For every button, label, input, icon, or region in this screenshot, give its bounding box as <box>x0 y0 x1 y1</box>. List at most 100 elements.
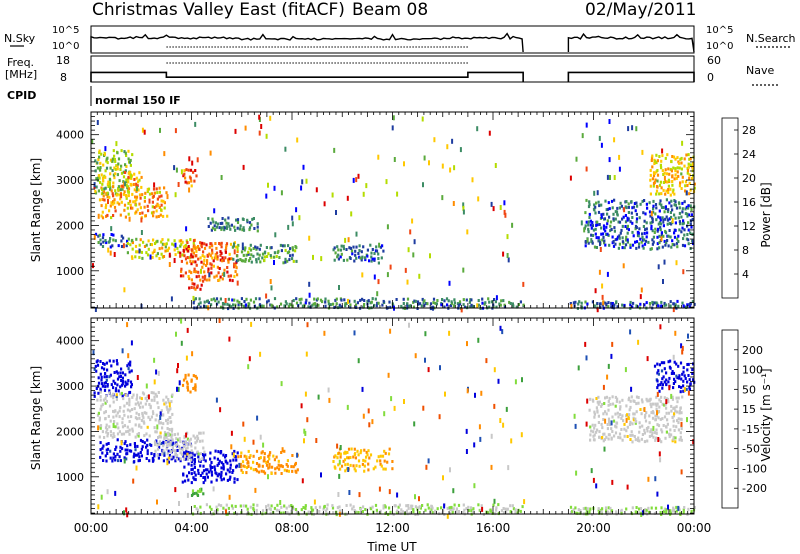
scatter-cell-1124 <box>674 303 677 307</box>
figure-title: Christmas Valley East (fitACF) <box>92 0 345 20</box>
scatter-cell-1742 <box>662 218 665 224</box>
scatter-cell-656 <box>239 465 242 469</box>
scatter-cell-1142 <box>638 507 641 511</box>
scatter-cell-1351 <box>620 416 623 420</box>
scatter-cell-1651 <box>362 413 365 419</box>
scatter-cell-654 <box>237 455 240 459</box>
scatter-cell-1285 <box>597 421 600 424</box>
scatter-cell-142 <box>110 216 113 220</box>
scatter-cell-968 <box>421 297 424 301</box>
scatter-cell-58 <box>113 176 116 180</box>
scatter-cell-1368 <box>627 415 630 419</box>
scatter-cell-1085 <box>514 511 517 515</box>
scatter-cell-1126 <box>609 511 612 515</box>
scatter-cell-354 <box>138 455 141 459</box>
scatter-cell-502 <box>224 248 227 252</box>
scatter-cell-1594 <box>680 230 683 234</box>
scatter-cell-329 <box>125 457 128 461</box>
scatter-cell-1295 <box>591 234 595 237</box>
scatter-cell-1452 <box>654 402 657 406</box>
scatter-cell-586 <box>237 243 240 247</box>
scatter-cell-1503 <box>670 404 673 408</box>
scatter-cell-24 <box>100 152 103 156</box>
scatter-cell-518 <box>229 242 233 246</box>
scatter-cell-1371 <box>614 217 617 221</box>
scatter-cell-723 <box>280 472 283 475</box>
scatter-cell-561 <box>161 452 164 456</box>
scatter-cell-1582 <box>647 476 650 482</box>
scatter-cell-494 <box>221 256 224 260</box>
scatter-cell-1098 <box>577 508 580 512</box>
scatter-cell-265 <box>102 240 105 244</box>
scatter-cell-588 <box>239 258 242 261</box>
scatter-cell-1039 <box>450 505 453 509</box>
scatter-cell-584 <box>174 449 177 453</box>
scatter-cell-565 <box>165 447 168 451</box>
scatter-cell-608 <box>183 434 186 438</box>
scatter-cell-1635 <box>691 217 694 221</box>
scatter-cell-1391 <box>633 435 636 438</box>
scatter-cell-718 <box>256 222 259 226</box>
scatter-cell-892 <box>329 303 332 307</box>
scatter-cell-1231 <box>678 374 681 378</box>
scatter-cell-497 <box>213 456 216 460</box>
scatter-cell-1497 <box>654 227 657 231</box>
scatter-cell-262 <box>163 431 167 435</box>
scatter-cell-324 <box>155 254 158 258</box>
scatter-cell-179 <box>130 415 133 419</box>
scatter-cell-1184 <box>693 506 696 509</box>
colorbar-tick-label-6: 28 <box>742 124 756 137</box>
scatter-cell-592 <box>176 432 179 436</box>
scatter-cell-135 <box>103 198 106 202</box>
scatter-cell-1595 <box>624 367 627 373</box>
scatter-cell-439 <box>187 478 190 482</box>
x-tick-label-4: 16:00 <box>476 521 511 535</box>
scatter-cell-1484 <box>665 430 668 434</box>
scatter-cell-1660 <box>681 140 684 146</box>
scatter-cell-1140 <box>649 178 652 182</box>
scatter-cell-1837 <box>386 224 389 230</box>
scatter-cell-78 <box>116 173 119 177</box>
scatter-cell-1004 <box>462 303 465 307</box>
scatter-cell-933 <box>373 303 376 307</box>
scatter-cell-1424 <box>632 234 635 238</box>
scatter-cell-20 <box>99 360 102 363</box>
scatter-cell-112 <box>127 157 130 161</box>
scatter-cell-191 <box>134 195 137 199</box>
scatter-cell-1758 <box>153 182 156 188</box>
scatter-cell-530 <box>236 250 239 253</box>
scatter-cell-575 <box>169 450 172 454</box>
scatter-cell-731 <box>340 244 343 248</box>
scatter-cell-1192 <box>666 180 669 184</box>
scatter-cell-564 <box>183 172 186 176</box>
scatter-cell-799 <box>210 303 213 307</box>
scatter-cell-599 <box>180 452 184 456</box>
scatter-cell-931 <box>314 506 317 510</box>
scatter-cell-1523 <box>675 396 678 400</box>
scatter-cell-1276 <box>593 438 596 442</box>
scatter-cell-1520 <box>674 409 677 413</box>
scatter-cell-1493 <box>652 207 655 211</box>
scatter-cell-1646 <box>618 154 621 160</box>
scatter-cell-123 <box>100 204 103 208</box>
scatter-cell-461 <box>197 472 200 475</box>
scatter-cell-790 <box>199 305 202 309</box>
scatter-cell-1152 <box>648 510 651 514</box>
scatter-cell-803 <box>369 453 373 457</box>
scatter-cell-1742 <box>247 364 250 370</box>
scatter-cell-853 <box>208 505 212 509</box>
scatter-cell-1777 <box>96 120 99 125</box>
scatter-cell-1757 <box>393 157 396 162</box>
scatter-cell-51 <box>108 177 111 181</box>
scatter-cell-1663 <box>270 285 273 291</box>
scatter-cell-139 <box>106 195 109 199</box>
scatter-cell-1308 <box>603 432 606 436</box>
scatter-cell-1570 <box>100 494 103 500</box>
scatter-cell-1245 <box>686 380 689 384</box>
scatter-cell-1585 <box>677 234 680 238</box>
scatter-cell-1864 <box>451 138 454 144</box>
scatter-cell-1531 <box>680 438 683 442</box>
scatter-cell-260 <box>97 234 100 238</box>
scatter-cell-338 <box>163 242 166 246</box>
